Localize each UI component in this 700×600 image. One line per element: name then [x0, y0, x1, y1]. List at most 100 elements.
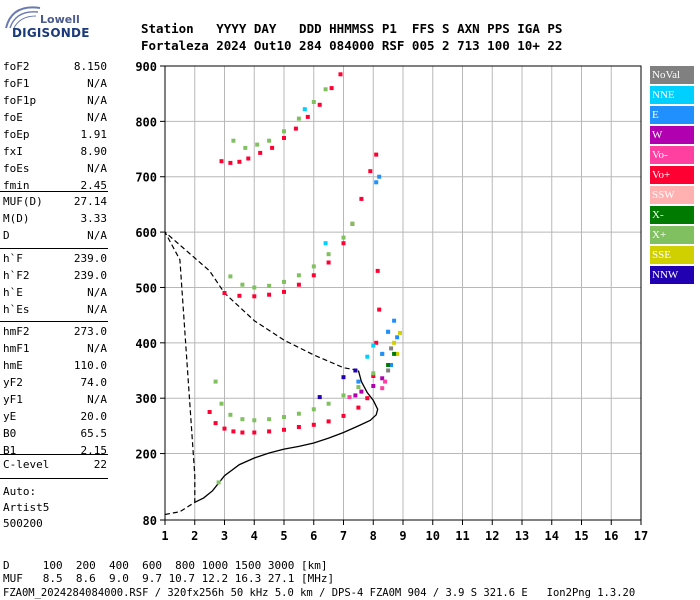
- data-point: [282, 289, 286, 294]
- series-vo-: [347, 379, 388, 400]
- param-name: MUF(D): [3, 195, 43, 208]
- param-name: yE: [3, 410, 17, 423]
- x-tick-label: 6: [310, 529, 317, 543]
- y-tick-label: 200: [135, 448, 157, 462]
- plot-frame: [164, 65, 642, 521]
- data-point: [347, 395, 352, 400]
- data-point: [389, 346, 394, 351]
- data-point: [213, 421, 218, 426]
- data-point: [386, 368, 391, 373]
- param-name: h`F: [3, 252, 23, 265]
- param-value: 1.91: [80, 128, 108, 141]
- data-point: [389, 363, 394, 367]
- y-tick-label: 900: [135, 60, 157, 74]
- data-point: [359, 196, 364, 201]
- legend-item-nnw: NNW: [650, 266, 694, 284]
- x-tick-label: 14: [545, 529, 559, 543]
- param-row-fof1: foF1 N/A: [3, 75, 107, 92]
- data-point: [267, 292, 272, 297]
- param-name: foEp: [3, 128, 30, 141]
- data-point: [228, 274, 233, 279]
- data-point: [282, 415, 286, 419]
- data-point: [255, 142, 260, 147]
- data-point: [341, 241, 346, 246]
- y-tick-label: 700: [135, 171, 157, 185]
- data-point: [356, 405, 361, 410]
- param-separator: [0, 478, 108, 479]
- data-point: [267, 429, 272, 434]
- param-value: 239.0: [73, 252, 107, 265]
- param-value: N/A: [87, 342, 107, 355]
- profile-solid-line: [194, 370, 379, 503]
- data-point: [213, 379, 218, 384]
- auto-program: Artist5: [3, 501, 50, 514]
- legend-item-sse: SSE: [650, 246, 694, 264]
- data-point: [392, 318, 397, 323]
- param-value: 27.14: [73, 195, 107, 208]
- data-point: [395, 335, 400, 340]
- series-sse: [392, 330, 402, 356]
- data-point: [375, 268, 380, 273]
- data-point: [311, 273, 316, 278]
- polarization-legend: NoVal NNE E W Vo- Vo+ SSW X- X+ SSE NNW: [650, 66, 694, 286]
- param-separator: [0, 191, 108, 192]
- param-value: 110.0: [73, 359, 107, 372]
- data-point: [365, 354, 370, 359]
- data-point: [326, 252, 331, 257]
- digisonde-logo-icon: [5, 6, 41, 29]
- y-tick-label: 800: [135, 115, 157, 129]
- data-point: [317, 395, 322, 400]
- chart-grid: [160, 65, 642, 525]
- data-point: [296, 273, 301, 278]
- series-e: [356, 174, 400, 384]
- data-point: [353, 393, 358, 398]
- param-value: N/A: [87, 303, 107, 316]
- data-point: [377, 307, 382, 312]
- series-w: [353, 376, 385, 398]
- x-tick-label: 7: [340, 529, 347, 543]
- param-value: N/A: [87, 94, 107, 107]
- param-row-hf: h`F 239.0: [3, 250, 107, 267]
- data-point: [252, 285, 257, 290]
- y-tick-label: 600: [135, 226, 157, 240]
- data-point: [374, 340, 379, 345]
- footer-muf-row: MUF 8.5 8.6 9.0 9.7 10.7 12.2 16.3 27.1 …: [3, 572, 335, 585]
- param-name: C-level: [3, 458, 50, 471]
- data-point: [311, 422, 316, 427]
- param-name: D: [3, 229, 10, 242]
- data-point: [326, 419, 331, 424]
- axis-tick-labels: 1 2 3 4 5 6 7 8 9 10 11 12 13 14 15 16 17802003004005006…: [135, 60, 648, 543]
- logo-digisonde-text: DIGISONDE: [12, 26, 90, 40]
- data-point: [338, 72, 343, 77]
- param-value: 3.33: [80, 212, 108, 225]
- param-name: foE: [3, 111, 23, 124]
- param-name: fxI: [3, 145, 23, 158]
- param-name: B0: [3, 427, 17, 440]
- data-point: [252, 294, 257, 299]
- param-value: 74.0: [80, 376, 108, 389]
- legend-item-nne: NNE: [650, 86, 694, 104]
- footer-file-info: FZA0M_2024284084000.RSF / 320fx256h 50 k…: [3, 587, 636, 599]
- legend-item-noval: NoVal: [650, 66, 694, 84]
- y-tick-label: 300: [135, 392, 157, 406]
- data-point: [395, 351, 400, 356]
- param-name: foF1: [3, 77, 30, 90]
- data-point: [371, 384, 376, 388]
- data-point: [240, 282, 245, 287]
- data-point: [302, 107, 307, 112]
- y-tick-label: 400: [135, 337, 157, 351]
- data-point: [267, 417, 272, 422]
- data-point: [207, 410, 212, 414]
- data-point: [383, 379, 388, 384]
- series-nne: [302, 107, 376, 359]
- echo-traces: [207, 72, 402, 485]
- param-row-fof1p: foF1p N/A: [3, 92, 107, 109]
- y-tick-label: 80: [143, 514, 157, 528]
- param-value: N/A: [87, 393, 107, 406]
- param-name: hmE: [3, 359, 23, 372]
- header-values: Fortaleza 2024 Out10 284 084000 RSF 005 …: [141, 38, 563, 53]
- data-point: [380, 351, 385, 356]
- data-point: [350, 221, 355, 226]
- param-row-hf2: h`F2 239.0: [3, 267, 107, 284]
- data-point: [237, 159, 242, 164]
